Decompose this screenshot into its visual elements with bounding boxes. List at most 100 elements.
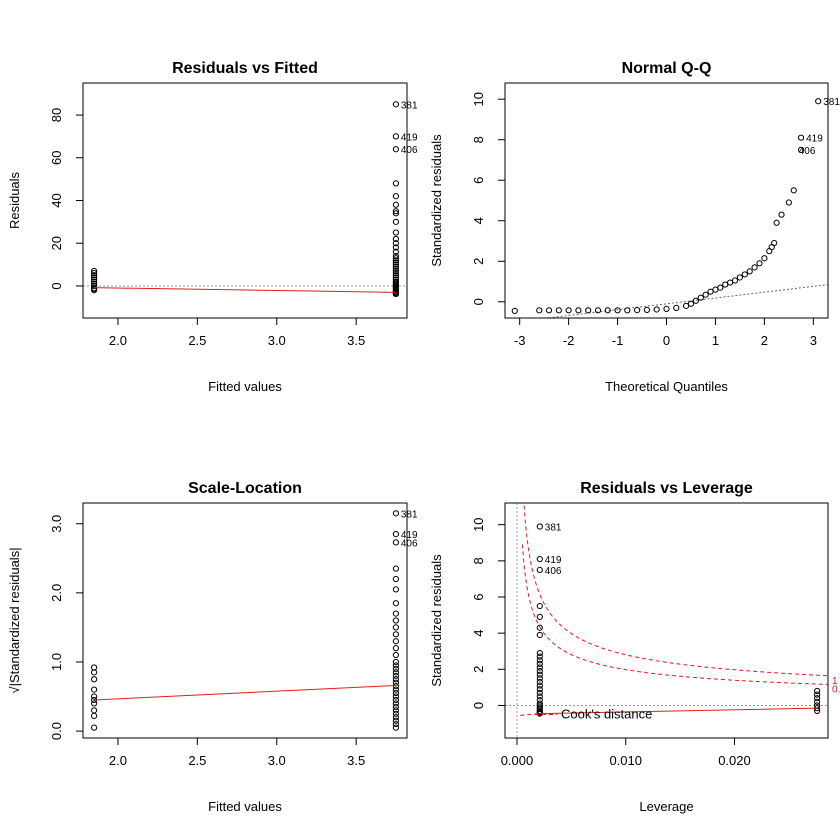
data-point bbox=[392, 617, 399, 624]
data-point bbox=[91, 700, 98, 707]
data-point bbox=[536, 307, 543, 314]
data-point bbox=[392, 658, 399, 666]
data-point bbox=[545, 307, 553, 314]
y-tick-label: 10 bbox=[471, 517, 486, 531]
y-tick-label: 2 bbox=[471, 666, 486, 673]
y-tick-label: 2.0 bbox=[49, 584, 64, 602]
panel-title: Residuals vs Fitted bbox=[172, 60, 318, 77]
data-point bbox=[392, 272, 399, 279]
data-point bbox=[536, 689, 543, 696]
data-point bbox=[392, 693, 399, 700]
x-tick-label: 3.5 bbox=[347, 333, 365, 348]
data-point bbox=[392, 717, 399, 724]
data-point bbox=[585, 307, 592, 314]
data-point bbox=[392, 263, 399, 270]
data-point bbox=[392, 724, 399, 731]
y-tick-label: 0 bbox=[471, 702, 486, 709]
smooth-line bbox=[94, 684, 396, 701]
data-point bbox=[771, 239, 778, 247]
data-point bbox=[797, 146, 805, 153]
y-tick-label: 0 bbox=[471, 298, 486, 305]
data-point bbox=[392, 669, 399, 676]
data-point bbox=[392, 721, 399, 728]
x-tick-label: 0.010 bbox=[609, 753, 642, 768]
point-label: 381 bbox=[401, 509, 418, 520]
data-point bbox=[736, 274, 744, 281]
data-point bbox=[702, 291, 709, 298]
data-point bbox=[91, 278, 98, 285]
x-tick-label: 0.000 bbox=[501, 753, 534, 768]
data-point bbox=[536, 682, 543, 689]
data-point bbox=[756, 260, 763, 267]
data-point bbox=[392, 638, 399, 645]
data-point bbox=[91, 287, 98, 294]
point-label: 419 bbox=[545, 555, 562, 566]
data-point bbox=[91, 724, 98, 731]
x-axis-label: Fitted values bbox=[208, 379, 282, 394]
data-point bbox=[692, 297, 699, 304]
data-point bbox=[741, 271, 748, 278]
data-point bbox=[565, 307, 572, 314]
data-point bbox=[91, 274, 98, 281]
data-point bbox=[392, 229, 399, 236]
data-point bbox=[392, 210, 399, 217]
cooks-contour-0.5 bbox=[521, 544, 828, 685]
data-point bbox=[392, 248, 399, 255]
data-point bbox=[392, 265, 399, 272]
data-point bbox=[392, 201, 399, 208]
cooks-contour-label: 1 bbox=[832, 676, 838, 687]
plot-area bbox=[511, 98, 828, 318]
y-axis-label: Standardized residuals bbox=[429, 134, 444, 267]
y-tick-label: 3.0 bbox=[49, 515, 64, 533]
x-tick-label: 2.5 bbox=[188, 753, 206, 768]
data-point bbox=[392, 696, 399, 704]
y-tick-label: 6 bbox=[471, 593, 486, 600]
data-point bbox=[814, 695, 821, 702]
y-tick-label: 4 bbox=[471, 217, 486, 224]
point-label: 406 bbox=[545, 566, 562, 577]
data-point bbox=[91, 272, 98, 279]
data-point bbox=[687, 300, 695, 307]
data-point bbox=[663, 305, 670, 312]
point-label: 406 bbox=[401, 145, 418, 156]
data-point bbox=[751, 264, 758, 271]
data-point bbox=[536, 653, 543, 660]
data-point bbox=[555, 307, 562, 314]
y-tick-label: 80 bbox=[49, 108, 64, 122]
data-point bbox=[814, 698, 821, 705]
y-tick-label: 40 bbox=[49, 193, 64, 207]
data-point bbox=[392, 244, 399, 251]
x-tick-label: -2 bbox=[563, 333, 575, 348]
y-tick-label: 1.0 bbox=[49, 653, 64, 671]
data-point bbox=[614, 307, 621, 314]
cooks-contour-1 bbox=[523, 503, 828, 677]
data-point bbox=[392, 575, 399, 583]
data-point bbox=[536, 664, 543, 671]
data-point bbox=[392, 662, 399, 669]
data-point bbox=[536, 671, 543, 678]
data-point bbox=[673, 304, 680, 311]
data-point bbox=[594, 307, 602, 314]
y-tick-label: 2 bbox=[471, 258, 486, 265]
x-tick-label: 2.0 bbox=[109, 333, 127, 348]
data-point bbox=[536, 660, 543, 667]
point-label: 381 bbox=[823, 97, 840, 108]
data-point bbox=[392, 290, 399, 298]
data-point bbox=[392, 676, 399, 683]
data-point bbox=[536, 657, 543, 664]
x-axis-label: Leverage bbox=[639, 799, 693, 814]
cooks-contour-label: 0.5 bbox=[832, 684, 840, 695]
data-point bbox=[91, 693, 98, 700]
data-point bbox=[604, 307, 611, 314]
data-point bbox=[746, 268, 753, 275]
data-point bbox=[653, 306, 660, 313]
data-point bbox=[91, 270, 98, 277]
plot-area bbox=[91, 510, 399, 731]
x-tick-label: 2 bbox=[761, 333, 768, 348]
data-point bbox=[91, 282, 98, 290]
data-point bbox=[392, 267, 399, 275]
point-label: 381 bbox=[545, 523, 562, 534]
data-point bbox=[91, 707, 98, 714]
plot-area bbox=[505, 503, 828, 738]
data-point bbox=[91, 276, 98, 283]
